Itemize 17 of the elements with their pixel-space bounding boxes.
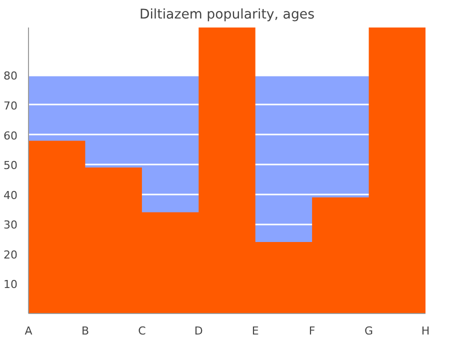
x-tick-label: E bbox=[252, 324, 259, 338]
y-tick-label: 50 bbox=[4, 159, 18, 172]
chart-title: Diltiazem popularity, ages bbox=[139, 8, 315, 22]
x-tick-label: G bbox=[364, 324, 374, 338]
x-tick-label: H bbox=[421, 324, 430, 338]
y-tick-label: 10 bbox=[4, 278, 18, 292]
x-tick-label: C bbox=[138, 324, 146, 338]
y-tick-label: 60 bbox=[4, 129, 18, 142]
x-tick-label: B bbox=[81, 324, 89, 338]
x-tick-label: F bbox=[308, 324, 316, 338]
y-tick-label: 40 bbox=[4, 188, 18, 202]
x-tick-label: D bbox=[194, 324, 203, 338]
y-tick-label: 70 bbox=[4, 99, 18, 112]
y-tick-label: 30 bbox=[4, 218, 18, 232]
y-tick-label: 80 bbox=[4, 70, 18, 83]
x-tick-label: A bbox=[24, 324, 33, 338]
y-tick-label: 20 bbox=[4, 248, 18, 262]
